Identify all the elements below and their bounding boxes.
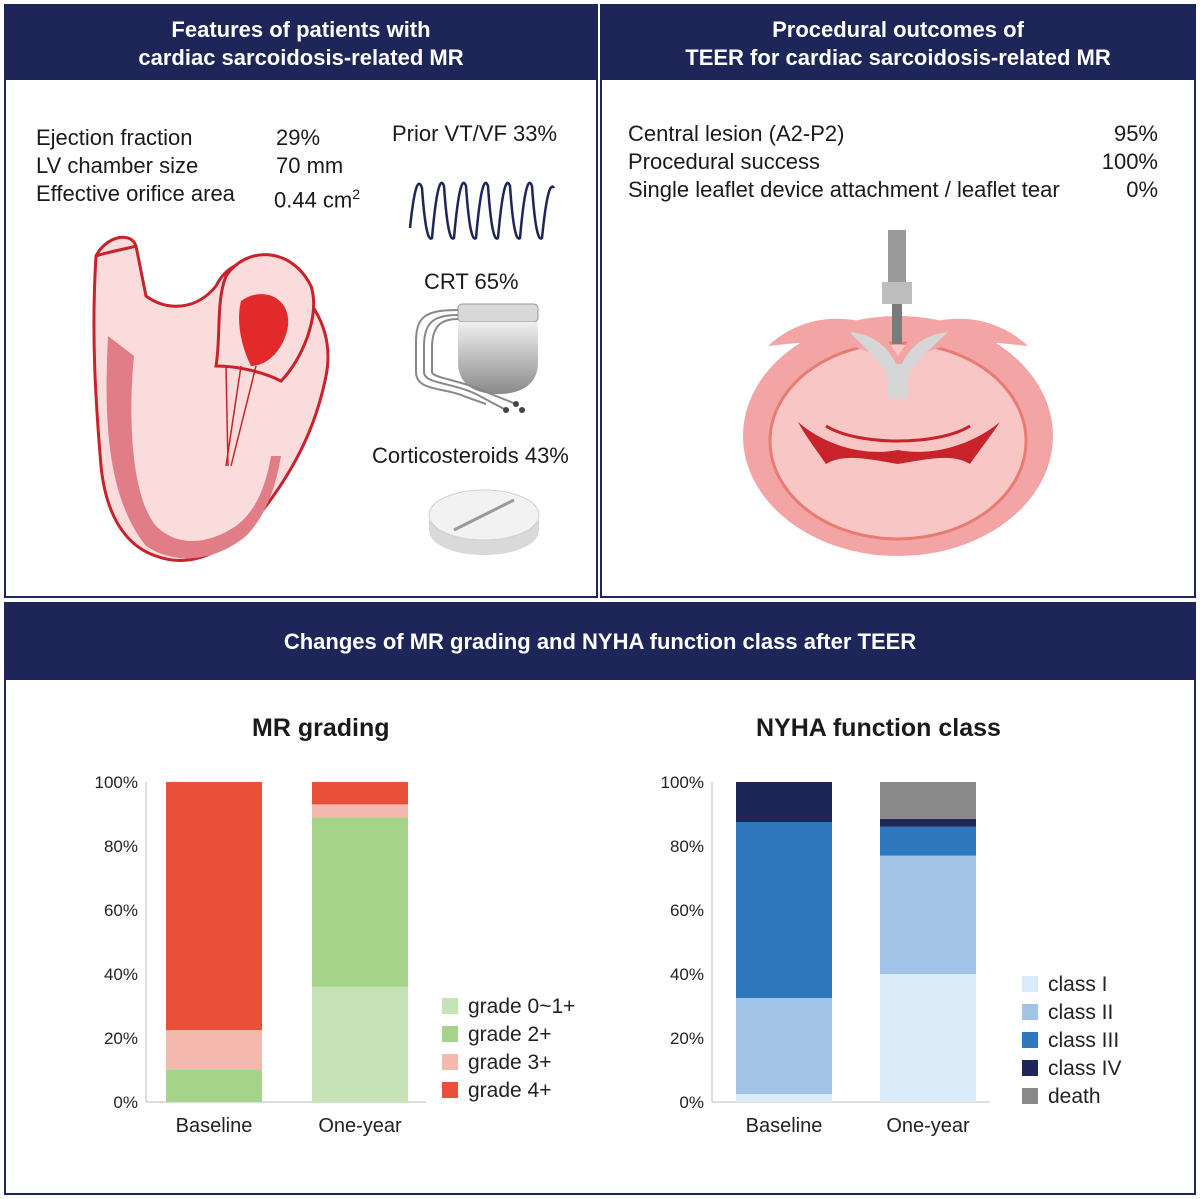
outcomes-title-line1: Procedural outcomes of: [772, 17, 1024, 42]
y-tick-label: 60%: [670, 901, 704, 920]
legend-swatch: [1022, 1004, 1038, 1020]
features-panel: Features of patients with cardiac sarcoi…: [4, 4, 598, 598]
changes-title: Changes of MR grading and NYHA function …: [283, 629, 917, 654]
legend-swatch: [442, 998, 458, 1014]
changes-panel: Changes of MR grading and NYHA function …: [4, 602, 1196, 1195]
legend-swatch: [1022, 1032, 1038, 1048]
bar-segment: [736, 998, 832, 1094]
y-tick-label: 100%: [661, 773, 704, 792]
outcomes-title-line2: TEER for cardiac sarcoidosis-related MR: [685, 45, 1111, 70]
mr-chart-title: MR grading: [252, 714, 390, 742]
legend-swatch: [1022, 1060, 1038, 1076]
features-panel-header: Features of patients with cardiac sarcoi…: [6, 6, 596, 80]
mitral-clip-illustration: [743, 230, 1053, 556]
y-tick-label: 80%: [104, 837, 138, 856]
legend-label: class II: [1048, 1001, 1113, 1024]
bar-segment: [166, 782, 262, 1030]
legend-label: class I: [1048, 973, 1108, 996]
stat-value-lv: 70 mm: [276, 153, 344, 178]
y-tick-label: 100%: [95, 773, 138, 792]
legend-label: class III: [1048, 1029, 1119, 1052]
bar-segment: [166, 1070, 262, 1102]
y-tick-label: 20%: [670, 1029, 704, 1048]
bar-segment: [736, 782, 832, 822]
vt-waveform-icon: [408, 181, 556, 240]
bar-segment: [880, 855, 976, 974]
legend-swatch: [1022, 1088, 1038, 1104]
legend-swatch: [442, 1082, 458, 1098]
crt-device-icon: [415, 303, 539, 413]
pill-icon: [428, 489, 540, 555]
stat-value-eoa: 0.44 cm2: [274, 186, 361, 213]
y-tick-label: 0%: [113, 1093, 138, 1112]
x-tick-label: Baseline: [746, 1115, 823, 1137]
outcome-value-slda: 0%: [1126, 177, 1158, 202]
bar-segment: [736, 1094, 832, 1102]
crt-label: CRT 65%: [424, 269, 519, 294]
stat-label-lv: LV chamber size: [36, 153, 199, 178]
outcomes-panel-header: Procedural outcomes of TEER for cardiac …: [602, 6, 1194, 80]
bar-segment: [880, 826, 976, 856]
stat-label-ef: Ejection fraction: [36, 125, 193, 150]
y-tick-label: 60%: [104, 901, 138, 920]
vtvf-label: Prior VT/VF 33%: [392, 121, 558, 146]
bar-segment: [736, 822, 832, 998]
features-title-line2: cardiac sarcoidosis-related MR: [138, 45, 464, 70]
legend-label: grade 4+: [468, 1079, 552, 1102]
x-tick-label: One-year: [318, 1115, 402, 1137]
bar-segment: [312, 782, 408, 805]
changes-panel-header: Changes of MR grading and NYHA function …: [6, 604, 1194, 680]
stat-value-ef: 29%: [276, 125, 321, 150]
mr-grading-chart: 0% 20% 40% 60% 80% 100% Baseline One-year grade …: [95, 773, 576, 1137]
outcome-value-central: 95%: [1113, 121, 1158, 146]
nyha-class-chart: 0% 20% 40% 60% 80% 100% Baseline One-year class …: [661, 773, 1122, 1137]
legend-swatch: [442, 1054, 458, 1070]
legend-label: grade 0~1+: [468, 995, 575, 1018]
nyha-chart-title: NYHA function class: [756, 714, 1001, 742]
y-tick-label: 0%: [679, 1093, 704, 1112]
legend-swatch: [1022, 976, 1038, 992]
outcome-label-central: Central lesion (A2-P2): [628, 121, 845, 146]
legend-label: grade 2+: [468, 1023, 552, 1046]
y-tick-label: 40%: [104, 965, 138, 984]
heart-illustration: [92, 235, 330, 562]
outcomes-panel: Procedural outcomes of TEER for cardiac …: [600, 4, 1196, 598]
legend-label: grade 3+: [468, 1051, 552, 1074]
y-tick-label: 40%: [670, 965, 704, 984]
bar-segment: [312, 817, 408, 987]
stat-label-eoa: Effective orifice area: [36, 181, 235, 206]
outcome-label-slda: Single leaflet device attachment / leafl…: [628, 177, 1060, 202]
outcome-label-success: Procedural success: [628, 149, 820, 174]
bar-segment: [312, 804, 408, 818]
bar-segment: [880, 782, 976, 819]
x-tick-label: One-year: [886, 1115, 970, 1137]
y-tick-label: 20%: [104, 1029, 138, 1048]
outcome-value-success: 100%: [1101, 149, 1158, 174]
legend-swatch: [442, 1026, 458, 1042]
steroid-label: Corticosteroids 43%: [372, 443, 569, 468]
x-tick-label: Baseline: [176, 1115, 253, 1137]
bar-segment: [880, 818, 976, 827]
bar-segment: [880, 974, 976, 1102]
y-tick-label: 80%: [670, 837, 704, 856]
bar-segment: [312, 986, 408, 1102]
features-title-line1: Features of patients with: [171, 17, 431, 42]
legend-label: class IV: [1048, 1057, 1122, 1080]
legend-label: death: [1048, 1085, 1101, 1108]
bar-segment: [166, 1030, 262, 1070]
